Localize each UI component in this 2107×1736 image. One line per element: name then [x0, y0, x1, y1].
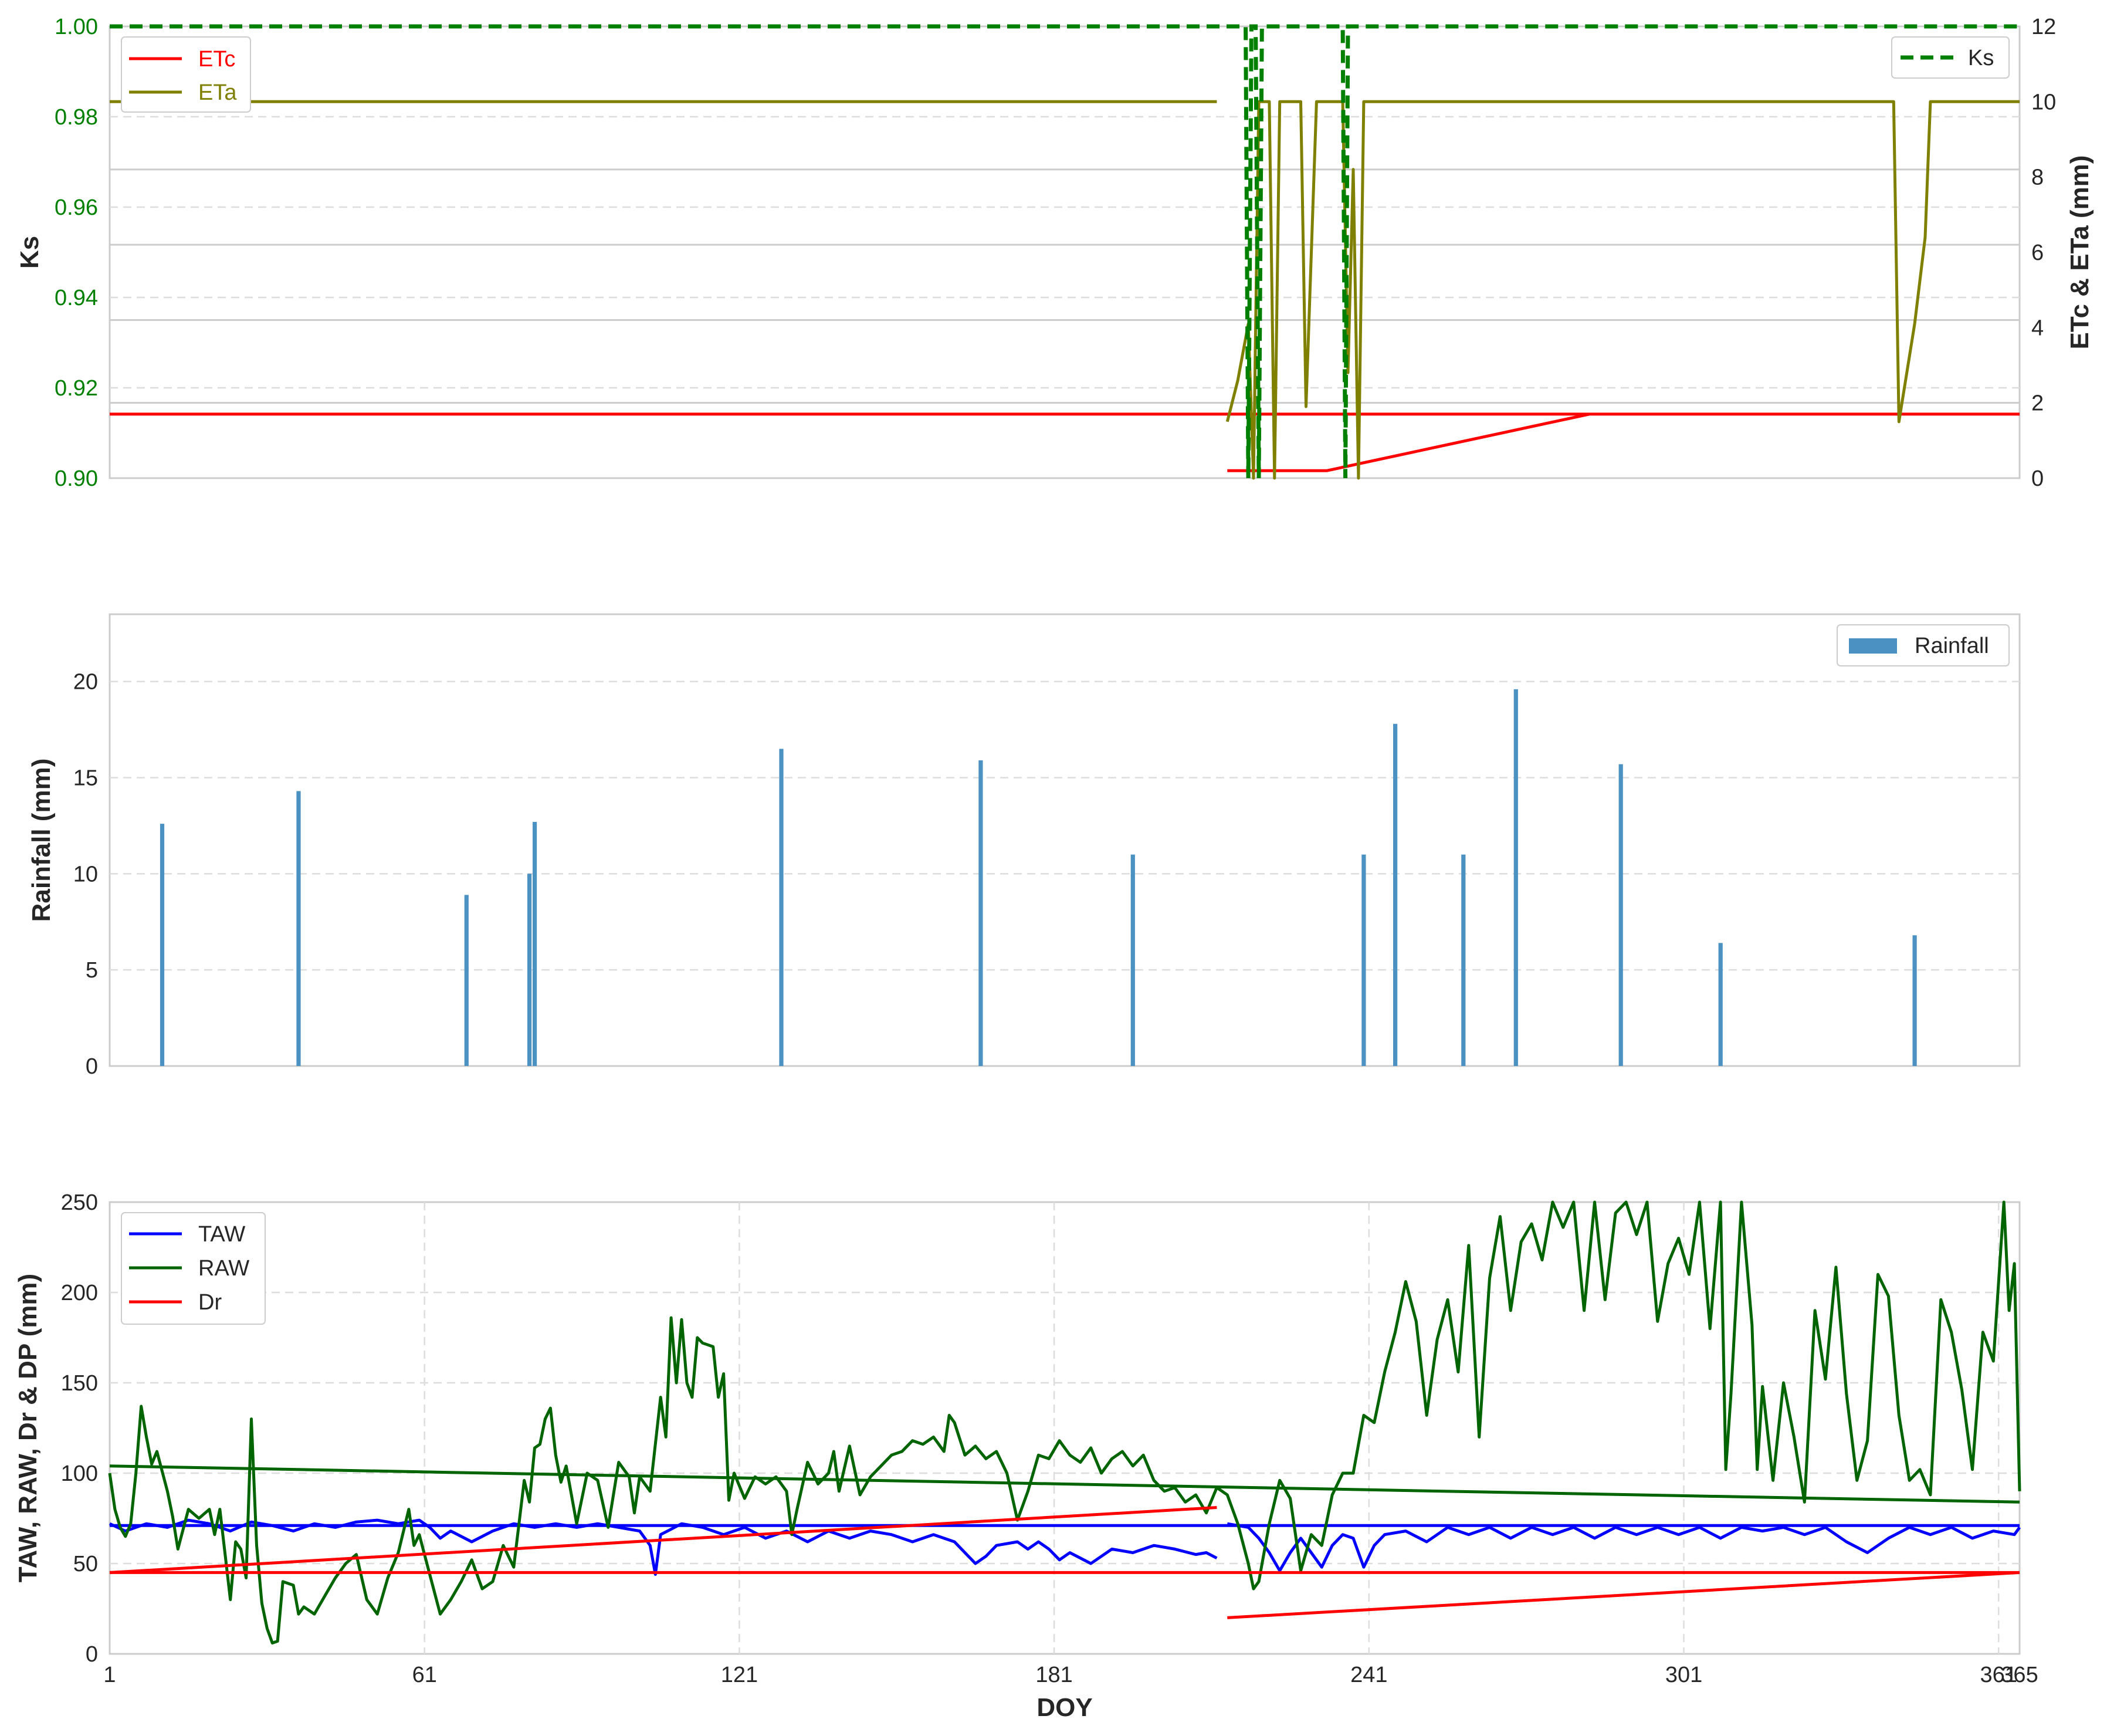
ks-et-panel: 0.90 0.92 0.94 0.96 0.98 1.00 0 2 4 6 8 10 12 Ks ET… — [15, 15, 2094, 491]
et-tick-label: 12 — [2031, 15, 2056, 39]
taw-legend-label: TAW — [198, 1222, 245, 1247]
ks-tick-label: 0.94 — [55, 286, 98, 310]
rainfall-axis-label: Rainfall (mm) — [27, 759, 56, 922]
dr-reference-line — [109, 1506, 1217, 1574]
dr-reference-line — [1227, 1571, 2020, 1619]
rainfall-bar — [464, 895, 469, 1066]
rainfall-bar — [1461, 854, 1466, 1066]
et-tick-label: 6 — [2031, 241, 2044, 265]
doy-tick-label: 361 — [1980, 1663, 2017, 1687]
doy-tick-label: 241 — [1350, 1663, 1387, 1687]
rainfall-bar — [779, 749, 784, 1066]
water-balance-tick-label: 200 — [61, 1281, 98, 1305]
ks-tick-label: 1.00 — [55, 15, 98, 39]
et-tick-label: 2 — [2031, 391, 2044, 416]
water-balance-tick-label: 100 — [61, 1461, 98, 1486]
et-tick-label: 4 — [2031, 316, 2044, 340]
raw-line — [108, 1200, 2021, 1644]
rainfall-legend-label: Rainfall — [1915, 634, 1989, 658]
ks-legend-label: Ks — [1968, 46, 1994, 70]
ks-tick-label: 0.96 — [55, 195, 98, 220]
water-balance-tick-label: 0 — [86, 1642, 98, 1667]
doy-tick-label: 1 — [103, 1663, 116, 1687]
rainfall-bar — [527, 874, 532, 1066]
ks-et-plot-area — [109, 25, 2021, 479]
doy-axis-label: DOY — [1036, 1693, 1092, 1722]
rainfall-bar — [1513, 689, 1518, 1066]
rainfall-bar — [978, 760, 983, 1066]
ks-axis-label: Ks — [15, 236, 44, 269]
rainfall-bar — [1393, 723, 1398, 1066]
water-balance-tick-label: 150 — [61, 1371, 98, 1396]
dr-legend-label: Dr — [198, 1290, 222, 1315]
ks-tick-label: 0.98 — [55, 105, 98, 130]
rainfall-bar — [160, 824, 165, 1066]
water-balance-plot-area — [109, 1201, 2021, 1655]
etc-legend-label: ETc — [198, 47, 235, 72]
rainfall-bar — [1912, 935, 1917, 1066]
doy-tick-label: 301 — [1665, 1663, 1702, 1687]
rainfall-tick-label: 10 — [73, 862, 98, 886]
ks-tick-label: 0.92 — [55, 376, 98, 401]
water-balance-tick-label: 50 — [73, 1552, 98, 1576]
eta-legend-label: ETa — [198, 80, 237, 105]
rainfall-tick-label: 5 — [86, 958, 98, 983]
et-tick-label: 0 — [2031, 466, 2044, 491]
et-tick-label: 10 — [2031, 90, 2056, 114]
ks-tick-label: 0.90 — [55, 466, 98, 491]
rainfall-tick-label: 20 — [73, 670, 98, 695]
raw-reference-line — [109, 1464, 2020, 1504]
ks-line — [110, 24, 2020, 479]
legend-left: ETc ETa — [121, 36, 251, 113]
legend-right: Ks — [1891, 36, 2010, 79]
doy-tick-label: 181 — [1035, 1663, 1072, 1687]
et-axis-label: ETc & ETa (mm) — [2065, 155, 2094, 350]
doy-tick-label: 121 — [721, 1663, 758, 1687]
water-balance-legend: TAW RAW Dr — [121, 1212, 266, 1325]
rainfall-legend-box — [1837, 624, 2010, 666]
rainfall-bar — [1718, 943, 1723, 1066]
rainfall-bar — [533, 821, 537, 1066]
rainfall-bar — [1130, 854, 1135, 1066]
doy-tick-label: 365 — [2001, 1663, 2038, 1687]
water-balance-axis-label: TAW, RAW, Dr & DP (mm) — [13, 1274, 42, 1582]
rainfall-tick-label: 0 — [86, 1054, 98, 1079]
rainfall-legend: Rainfall — [1837, 624, 2010, 666]
rainfall-bar — [1618, 764, 1623, 1066]
rainfall-plot-area — [109, 613, 2021, 1067]
et-tick-label: 8 — [2031, 165, 2044, 190]
rainfall-legend-swatch — [1849, 638, 1897, 654]
rainfall-panel: 0 5 10 15 20 Rainfall (mm) Rainfall — [27, 613, 2021, 1079]
taw-line — [109, 1518, 1218, 1576]
doy-tick-label: 61 — [412, 1663, 437, 1687]
taw-line — [1227, 1522, 2021, 1572]
rainfall-bar — [1361, 854, 1366, 1066]
eta-line — [1225, 100, 2020, 480]
water-balance-legend-box — [121, 1212, 266, 1325]
water-balance-tick-label: 250 — [61, 1190, 98, 1215]
rainfall-bar — [296, 791, 301, 1066]
raw-legend-label: RAW — [198, 1256, 249, 1281]
rainfall-tick-label: 15 — [73, 766, 98, 791]
